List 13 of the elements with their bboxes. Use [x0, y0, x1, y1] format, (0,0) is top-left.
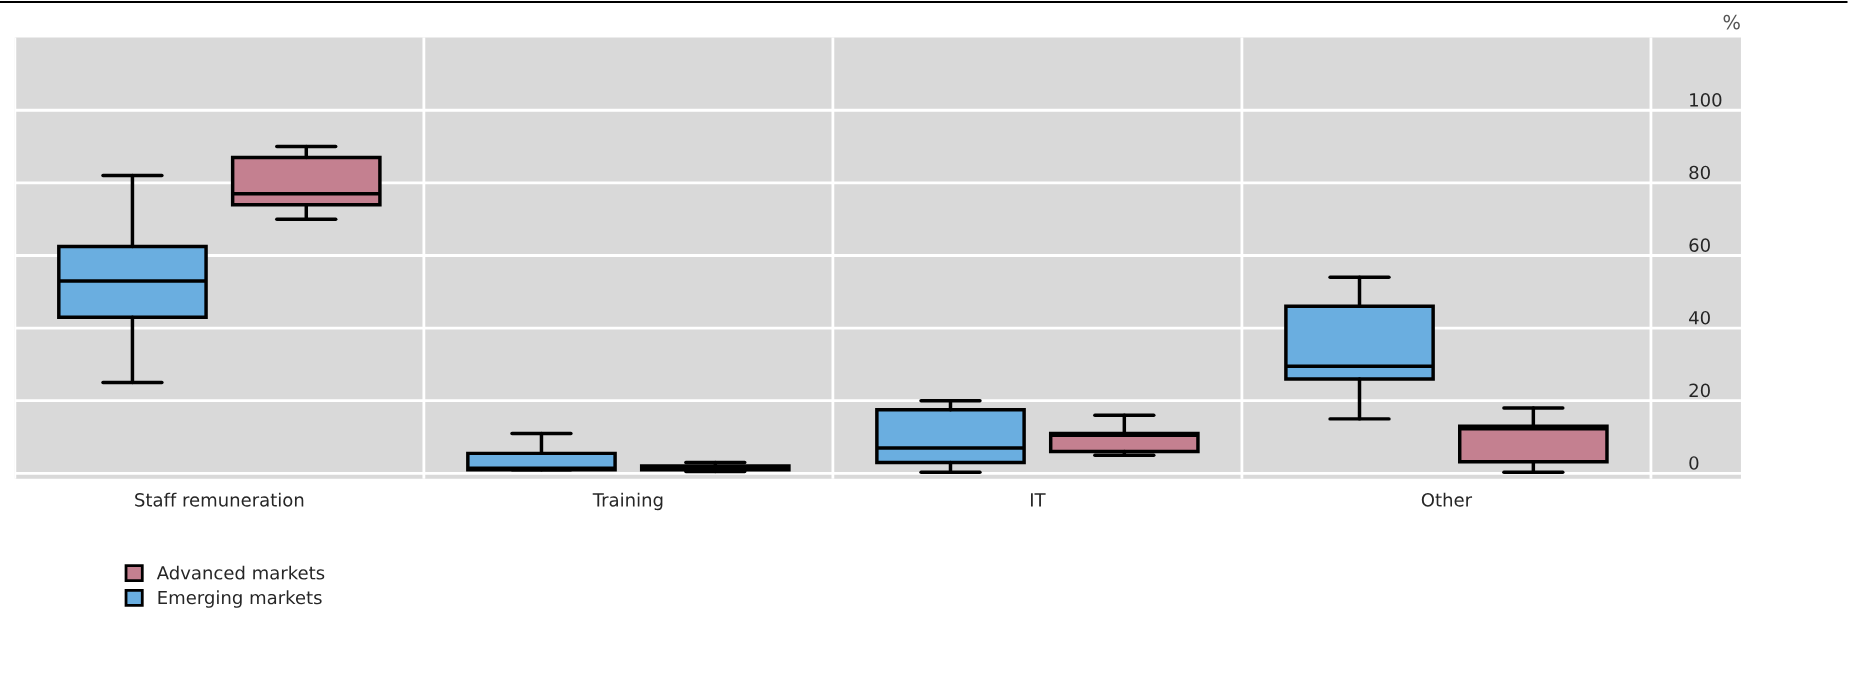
y-tick-label: 100 — [1690, 93, 1722, 107]
x-tick-label: Staff remuneration — [135, 492, 304, 507]
y-tick-label: 0 — [1689, 456, 1699, 470]
y-tick-label: 20 — [1689, 383, 1710, 398]
y-tick-label: 80 — [1689, 165, 1710, 180]
y-axis-title: % — [1723, 14, 1740, 30]
x-tick-label: Training — [592, 492, 663, 511]
y-tick-label: 60 — [1689, 238, 1710, 252]
x-tick-label: Other — [1421, 492, 1473, 507]
legend-label: Emerging markets — [158, 590, 322, 608]
y-tick-label: 40 — [1689, 310, 1710, 325]
x-tick-label: IT — [1031, 493, 1046, 507]
legend-label: Advanced markets — [156, 565, 325, 580]
